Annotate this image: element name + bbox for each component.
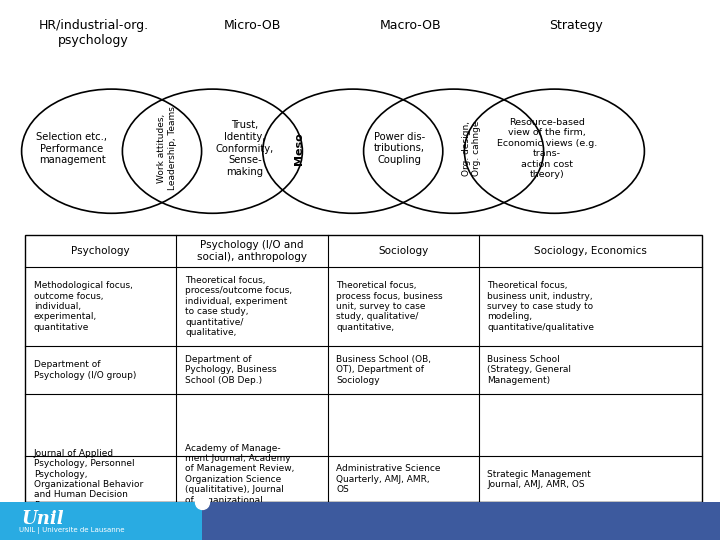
Text: Macro-OB: Macro-OB	[379, 19, 441, 32]
Text: Micro-OB: Micro-OB	[223, 19, 281, 32]
Bar	[0, 502, 202, 540]
Text: Trust,
Identity,
Conformity,
Sense-
making: Trust, Identity, Conformity, Sense- maki…	[216, 120, 274, 177]
Text: UNIL | Universite de Lausanne: UNIL | Universite de Lausanne	[19, 527, 125, 534]
Text: Resource-based
view of the firm,
Economic views (e.g.
trans-
action cost
theory): Resource-based view of the firm, Economi…	[497, 118, 598, 179]
Text: Work attitudes,
Leadership, Teams: Work attitudes, Leadership, Teams	[158, 106, 176, 191]
Text: Psychology (I/O and
social), anthropology: Psychology (I/O and social), anthropolog…	[197, 240, 307, 262]
Text: Methodological focus,
outcome focus,
individual,
experimental,
quantitative: Methodological focus, outcome focus, ind…	[34, 281, 132, 332]
Text: Sociology, Economics: Sociology, Economics	[534, 246, 647, 256]
Text: Theoretical focus,
business unit, industry,
survey to case study to
modeling,
qu: Theoretical focus, business unit, indust…	[487, 281, 595, 332]
Text: Meso: Meso	[294, 132, 304, 165]
Text: Psychology: Psychology	[71, 246, 130, 256]
Text: Journal of Applied
Psychology, Personnel
Psychology,
Organizational Behavior
and: Journal of Applied Psychology, Personnel…	[34, 449, 143, 510]
Text: Business School (OB,
OT), Department of
Sociology: Business School (OB, OT), Department of …	[336, 355, 431, 385]
Bar	[25, 235, 702, 502]
Text: Theoretical focus,
process focus, business
unit, survey to case
study, qualitati: Theoretical focus, process focus, busine…	[336, 281, 443, 332]
Text: HR/industrial-org.
psychology: HR/industrial-org. psychology	[39, 19, 148, 47]
Text: Strategic Management
Journal, AMJ, AMR, OS: Strategic Management Journal, AMJ, AMR, …	[487, 470, 591, 489]
Text: Power dis-
tributions,
Coupling: Power dis- tributions, Coupling	[374, 132, 426, 165]
Text: Unil: Unil	[22, 510, 65, 529]
Bar	[202, 502, 720, 540]
Text: Administrative Science
Quarterly, AMJ, AMR,
OS: Administrative Science Quarterly, AMJ, A…	[336, 464, 441, 494]
Text: Sociology: Sociology	[378, 246, 428, 256]
Text: Selection etc.,
Performance
management: Selection etc., Performance management	[37, 132, 107, 165]
Text: Business School
(Strategy, General
Management): Business School (Strategy, General Manag…	[487, 355, 572, 385]
Text: Department of
Pychology, Business
School (OB Dep.): Department of Pychology, Business School…	[185, 355, 276, 385]
Text: Academy of Manage-
ment Journal, Academy
of Management Review,
Organization Scie: Academy of Manage- ment Journal, Academy…	[185, 443, 294, 515]
Text: Theoretical focus,
process/outcome focus,
individual, experiment
to case study,
: Theoretical focus, process/outcome focus…	[185, 276, 292, 337]
Text: Department of
Psychology (I/O group): Department of Psychology (I/O group)	[34, 360, 136, 380]
Text: Org. design,
Org. cahnge: Org. design, Org. cahnge	[462, 121, 481, 176]
Text: Strategy: Strategy	[549, 19, 603, 32]
